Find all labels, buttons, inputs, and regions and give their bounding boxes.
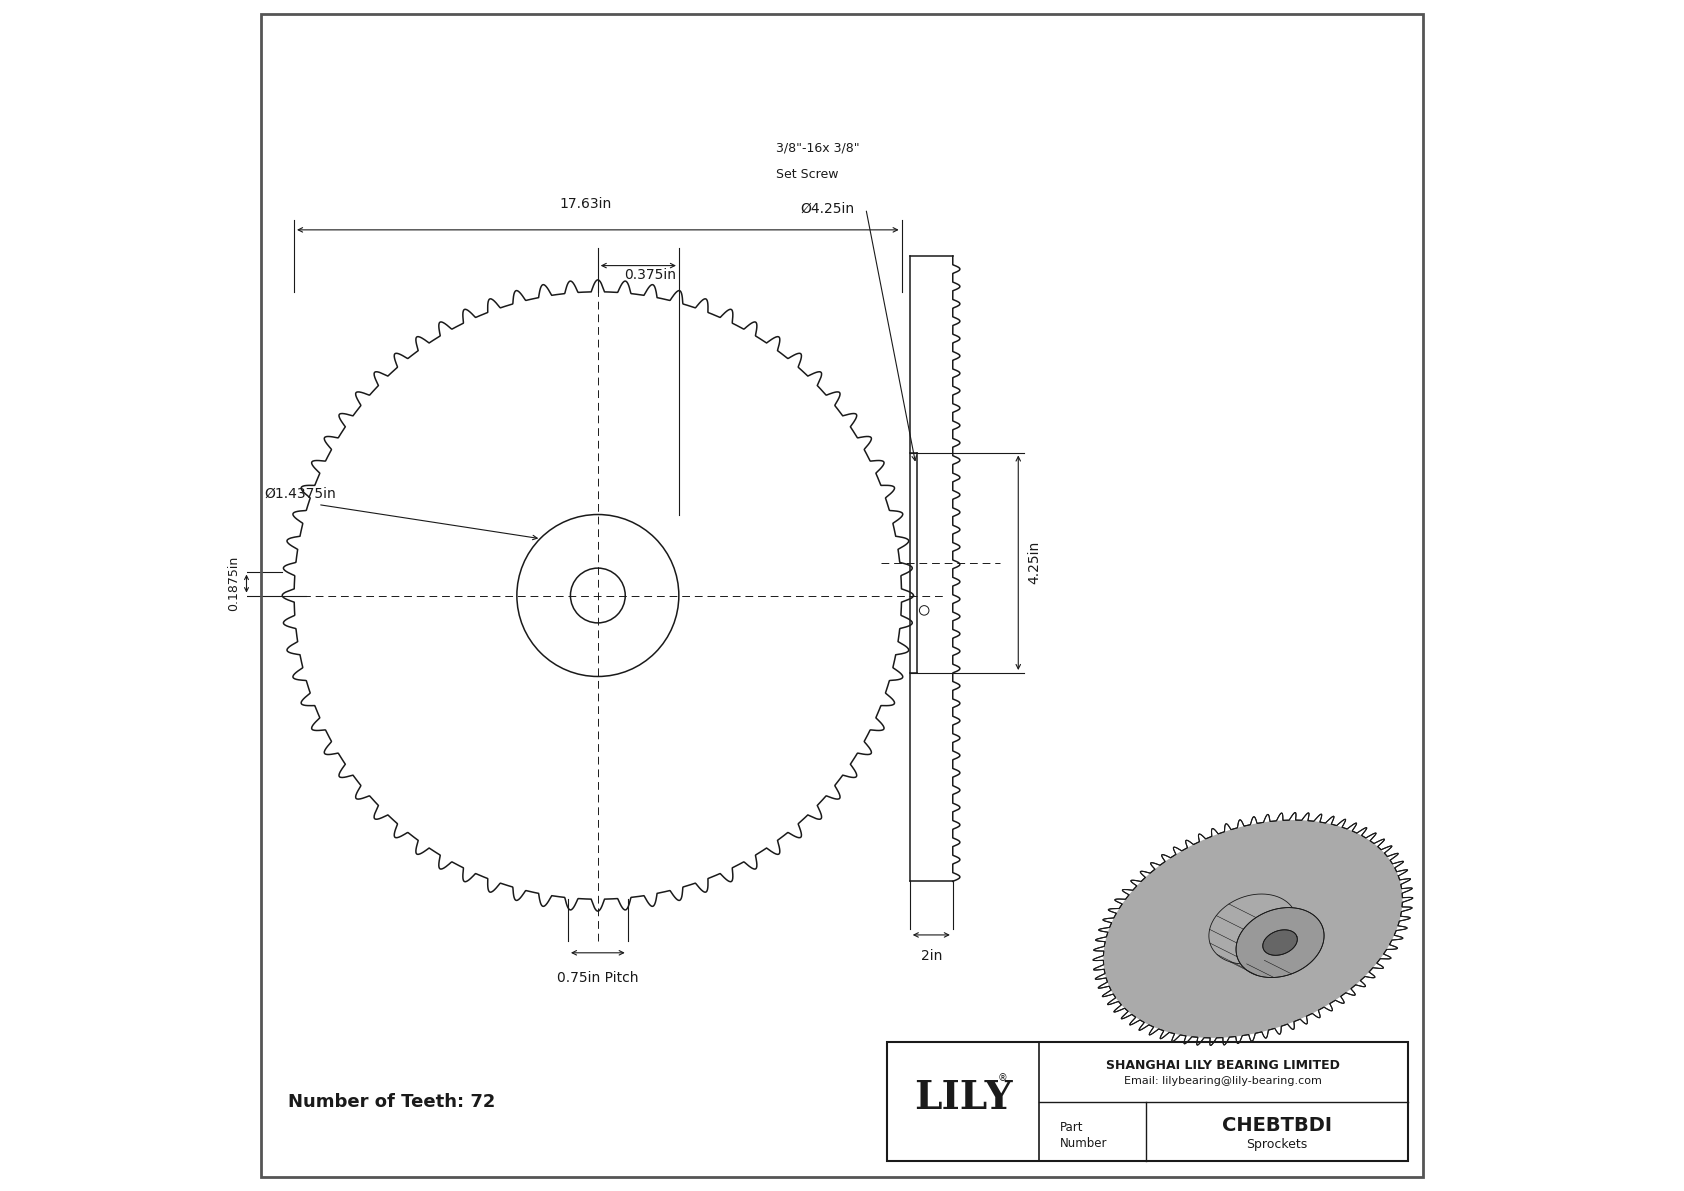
- Polygon shape: [1106, 822, 1399, 1036]
- Text: SHANGHAI LILY BEARING LIMITED: SHANGHAI LILY BEARING LIMITED: [1106, 1060, 1340, 1072]
- Text: 0.1875in: 0.1875in: [227, 556, 241, 611]
- Text: Number of Teeth: 72: Number of Teeth: 72: [288, 1092, 495, 1111]
- Text: 3/8"-16x 3/8": 3/8"-16x 3/8": [776, 142, 861, 155]
- Polygon shape: [1263, 930, 1297, 955]
- Text: Email: lilybearing@lily-bearing.com: Email: lilybearing@lily-bearing.com: [1125, 1077, 1322, 1086]
- Text: Sprockets: Sprockets: [1246, 1139, 1307, 1151]
- Text: CHEBTBDI: CHEBTBDI: [1221, 1116, 1332, 1135]
- Text: Part: Part: [1059, 1122, 1083, 1134]
- Text: Number: Number: [1059, 1137, 1108, 1149]
- Bar: [887, 1042, 1408, 1161]
- Text: 0.375in: 0.375in: [625, 268, 677, 282]
- Polygon shape: [1236, 908, 1324, 978]
- Text: 0.75in Pitch: 0.75in Pitch: [557, 971, 638, 985]
- Text: ®: ®: [997, 1073, 1007, 1083]
- Text: Set Screw: Set Screw: [776, 168, 839, 181]
- Text: 4.25in: 4.25in: [1027, 541, 1042, 585]
- Text: Ø4.25in: Ø4.25in: [800, 201, 854, 216]
- Text: Ø1.4375in: Ø1.4375in: [264, 487, 337, 501]
- Polygon shape: [1103, 821, 1403, 1037]
- Text: 17.63in: 17.63in: [559, 197, 611, 211]
- Text: LILY: LILY: [914, 1079, 1012, 1117]
- Text: 2in: 2in: [921, 949, 941, 964]
